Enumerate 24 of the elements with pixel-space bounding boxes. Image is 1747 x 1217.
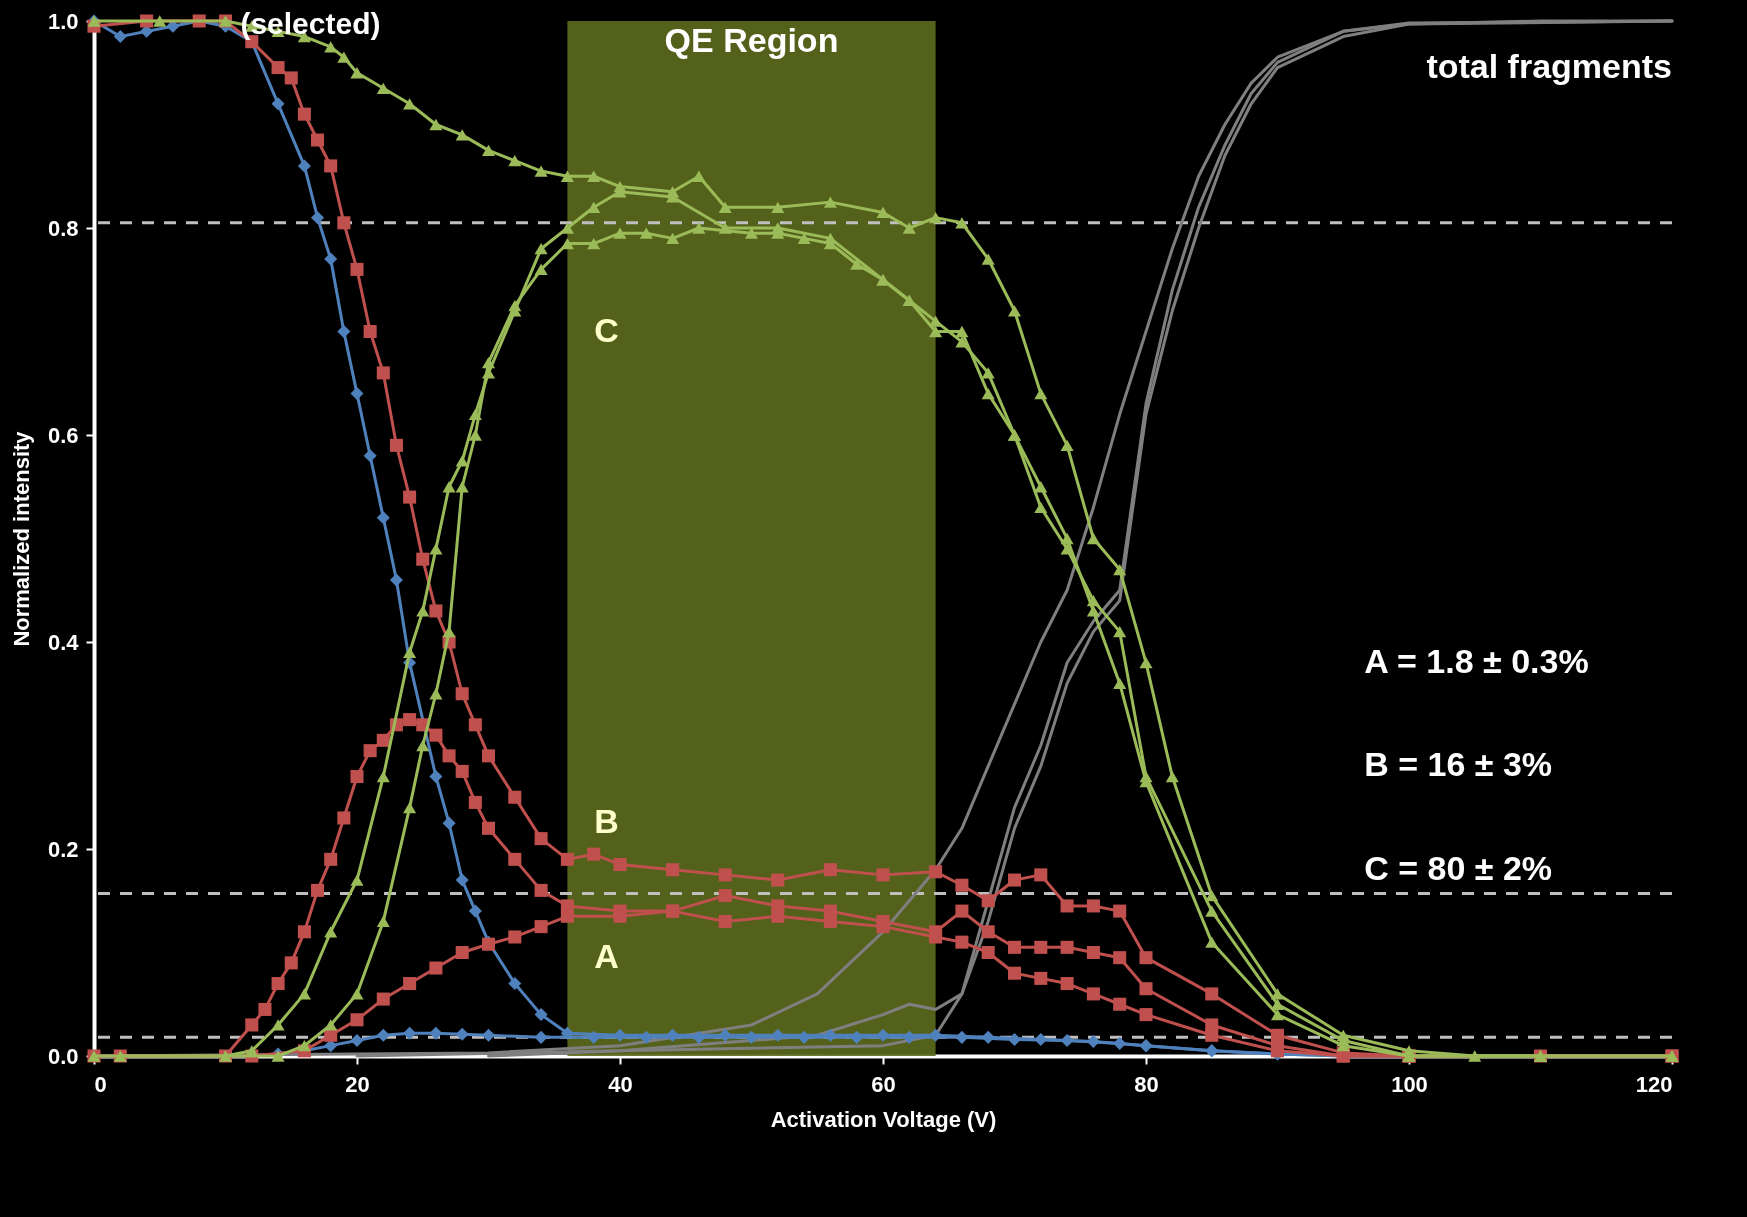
x-tick-label: 100: [1391, 1071, 1428, 1097]
annotation: B = 16 ± 3%: [1364, 745, 1553, 784]
y-tick-label: 0.4: [47, 629, 80, 655]
x-tick-label: 80: [1134, 1071, 1159, 1097]
band-label: QE Region: [664, 21, 839, 59]
x-tick-label: 0: [94, 1071, 107, 1097]
x-tick-label: 20: [345, 1071, 370, 1097]
chart-title: (selected): [240, 7, 381, 40]
y-axis-title: Normalized intensity: [8, 430, 34, 647]
annotation: A: [594, 936, 619, 975]
x-tick-label: 120: [1635, 1071, 1673, 1097]
x-axis-title: Activation Voltage (V): [770, 1106, 997, 1132]
y-tick-label: 0.6: [47, 422, 79, 448]
y-tick-label: 0.0: [47, 1043, 79, 1069]
annotation: C = 80 ± 2%: [1364, 848, 1553, 887]
y-tick-label: 1.0: [47, 8, 79, 34]
annotation: B: [594, 802, 619, 841]
x-tick-label: 40: [608, 1071, 633, 1097]
annotation: C: [594, 310, 619, 349]
x-tick-label: 60: [871, 1071, 896, 1097]
annotation: A = 1.8 ± 0.3%: [1364, 641, 1589, 680]
annotation: total fragments: [1426, 46, 1672, 85]
y-tick-label: 0.2: [47, 836, 79, 862]
y-tick-label: 0.8: [47, 215, 79, 241]
